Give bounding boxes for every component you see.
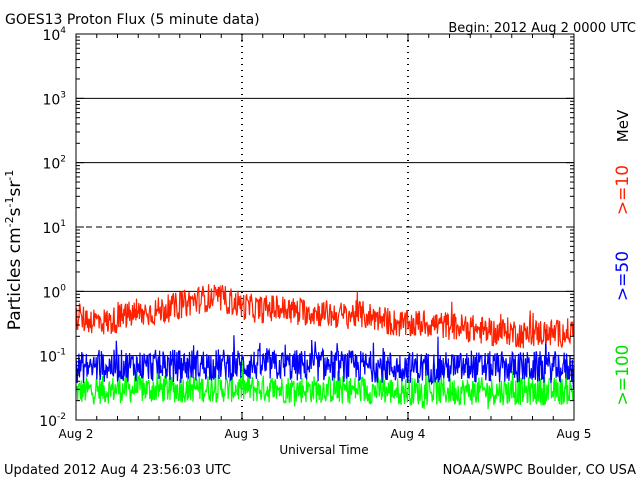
y-tick-label: 103: [42, 90, 66, 108]
axis-layer: 10-2 10-1 100 101 102 103 104 Aug 2 Aug 3 Aug 4 Au…: [39, 26, 591, 441]
y-tick-label: 10-2: [39, 412, 66, 430]
x-axis-label: Universal Time: [279, 443, 368, 457]
plot-frame: [75, 33, 575, 421]
legend-unit: MeV: [614, 109, 632, 142]
x-tick-label: Aug 5: [557, 427, 592, 441]
legend-ge50: >=50: [613, 251, 633, 301]
y-tick-label: 101: [42, 219, 66, 237]
series-layer: [75, 284, 575, 410]
series-line-10: [75, 284, 575, 349]
y-tick-label: 104: [42, 26, 66, 44]
x-tick-label: Aug 2: [59, 427, 94, 441]
chart-title: GOES13 Proton Flux (5 minute data): [5, 12, 260, 28]
y-axis-label: Particles cm-2s-1sr-1: [3, 170, 25, 331]
series-line-50: [75, 329, 575, 390]
begin-time: Begin: 2012 Aug 2 0000 UTC: [448, 21, 636, 36]
legend-ge10: >=10: [613, 165, 633, 215]
y-tick-label: 10-1: [39, 348, 66, 366]
y-tick-label: 102: [42, 155, 66, 173]
x-tick-label: Aug 4: [391, 427, 426, 441]
series-line-100: [75, 355, 575, 410]
x-tick-label: Aug 3: [225, 427, 260, 441]
y-tick-label: 100: [42, 283, 66, 301]
updated-time: Updated 2012 Aug 4 23:56:03 UTC: [4, 463, 231, 478]
credit: NOAA/SWPC Boulder, CO USA: [443, 463, 636, 478]
legend-ge100: >=100: [613, 345, 633, 406]
